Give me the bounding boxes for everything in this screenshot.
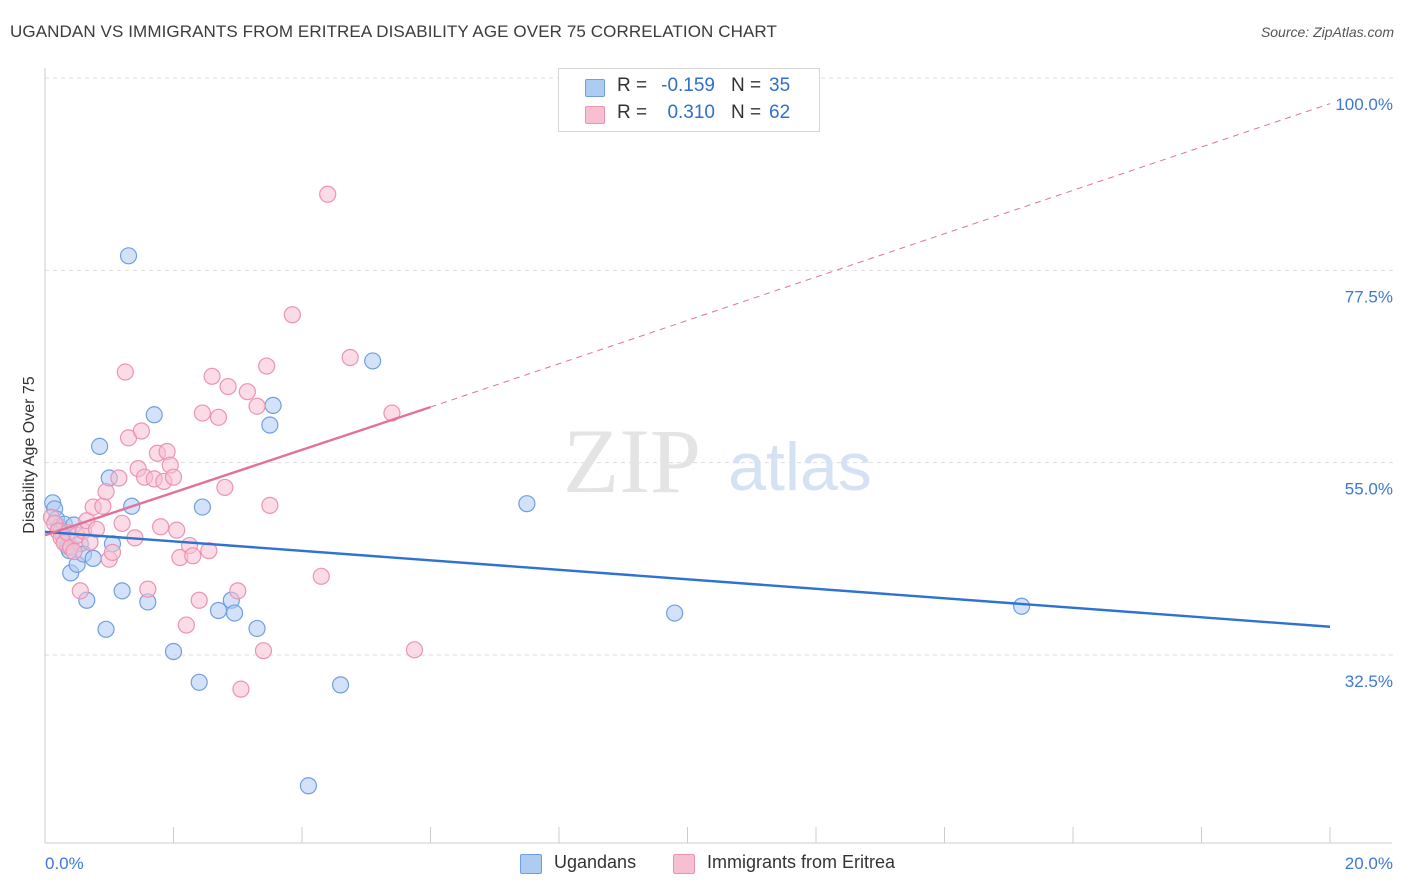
ugandans-point bbox=[84, 549, 102, 567]
eritrea-point bbox=[319, 185, 337, 203]
eritrea-point bbox=[341, 348, 359, 367]
eritrea-point bbox=[219, 377, 237, 396]
eritrea-point bbox=[209, 408, 228, 426]
bottom-legend-swatch-pink bbox=[673, 854, 695, 874]
ugandans-point bbox=[299, 777, 318, 795]
ugandans-point bbox=[91, 437, 109, 455]
ugandans-point bbox=[119, 247, 138, 265]
watermark-atlas: atlas bbox=[728, 429, 872, 505]
eritrea-trend-line bbox=[44, 405, 431, 537]
eritrea-point bbox=[254, 642, 273, 660]
eritrea-trend-line-extension bbox=[430, 103, 1331, 408]
ugandans-point bbox=[164, 642, 183, 661]
legend: R = -0.159 N = 35 R = 0.310 N = 62 bbox=[558, 68, 820, 132]
bottom-legend-label-ugandans: Ugandans bbox=[554, 852, 637, 872]
ugandans-point bbox=[97, 620, 115, 638]
eritrea-point bbox=[87, 520, 106, 538]
ugandans-point bbox=[261, 416, 279, 434]
bottom-legend: Ugandans Immigrants from Eritrea bbox=[0, 852, 1406, 876]
eritrea-point bbox=[184, 547, 202, 565]
ugandans-point bbox=[145, 406, 163, 424]
axis-layer bbox=[44, 68, 1392, 844]
ugandans-point bbox=[364, 352, 382, 370]
eritrea-point bbox=[65, 542, 83, 561]
ugandans-point bbox=[518, 495, 536, 513]
eritrea-point bbox=[97, 483, 115, 501]
ugandans-point bbox=[1012, 597, 1031, 615]
legend-r-label: R = bbox=[617, 102, 648, 123]
bottom-legend-swatch-blue bbox=[520, 854, 542, 874]
legend-n-value: 35 bbox=[769, 75, 791, 96]
watermark: ZIP atlas bbox=[563, 410, 872, 512]
eritrea-point bbox=[168, 521, 186, 539]
ugandans-point bbox=[225, 604, 244, 622]
eritrea-point bbox=[103, 543, 122, 561]
points-layer bbox=[42, 185, 1031, 795]
grid-layer bbox=[45, 77, 1395, 656]
legend-n-value: 62 bbox=[769, 102, 791, 123]
legend-row-eritrea: R = 0.310 N = 62 bbox=[559, 102, 819, 128]
y-axis-title: Disability Age Over 75 bbox=[21, 376, 38, 534]
ugandans-point bbox=[331, 676, 350, 694]
y-tick-label: 100.0% bbox=[1335, 95, 1393, 114]
eritrea-point bbox=[229, 582, 247, 600]
y-tick-label: 55.0% bbox=[1345, 480, 1393, 499]
eritrea-point bbox=[405, 641, 424, 659]
eritrea-point bbox=[312, 567, 330, 585]
legend-n-label: N = bbox=[731, 75, 762, 96]
legend-swatch-blue bbox=[585, 79, 605, 97]
eritrea-point bbox=[258, 357, 276, 375]
eritrea-point bbox=[238, 383, 256, 401]
eritrea-point bbox=[283, 306, 301, 324]
ugandans-trend-line bbox=[44, 530, 1331, 628]
eritrea-point bbox=[261, 496, 279, 514]
legend-r-value: -0.159 bbox=[661, 75, 715, 96]
y-tick-label: 77.5% bbox=[1345, 287, 1393, 306]
eritrea-point bbox=[232, 680, 250, 698]
ugandans-point bbox=[264, 396, 282, 414]
ugandans-point bbox=[113, 582, 131, 600]
ugandans-point bbox=[209, 601, 228, 620]
legend-swatch-pink bbox=[585, 106, 605, 124]
eritrea-point bbox=[139, 580, 157, 598]
legend-r-value: 0.310 bbox=[667, 102, 715, 123]
legend-n-label: N = bbox=[731, 102, 762, 123]
y-tick-label: 32.5% bbox=[1345, 672, 1393, 691]
chart-source: Source: ZipAtlas.com bbox=[1260, 24, 1394, 40]
eritrea-point bbox=[71, 582, 89, 600]
bottom-legend-label-eritrea: Immigrants from Eritrea bbox=[707, 852, 896, 872]
ugandans-point bbox=[190, 673, 208, 691]
eritrea-point bbox=[177, 616, 195, 634]
eritrea-point bbox=[94, 497, 112, 515]
eritrea-point bbox=[164, 468, 183, 486]
eritrea-point bbox=[248, 397, 266, 415]
legend-row-ugandans: R = -0.159 N = 35 bbox=[559, 75, 819, 101]
eritrea-point bbox=[110, 469, 128, 487]
eritrea-point bbox=[193, 404, 212, 422]
eritrea-point bbox=[203, 367, 221, 385]
eritrea-point bbox=[113, 514, 131, 532]
legend-r-label: R = bbox=[617, 75, 648, 96]
eritrea-point bbox=[200, 542, 218, 560]
x-tick-label: 0.0% bbox=[45, 854, 84, 873]
eritrea-point bbox=[216, 478, 234, 497]
ugandans-point bbox=[193, 498, 212, 516]
eritrea-point bbox=[116, 363, 134, 381]
ugandans-point bbox=[248, 619, 266, 638]
ugandans-point bbox=[666, 604, 684, 622]
label-layer: 32.5% 55.0% 77.5% 100.0% 0.0% 20.0% Disability… bbox=[21, 95, 1393, 873]
eritrea-point bbox=[190, 591, 208, 609]
chart-title: UGANDAN VS IMMIGRANTS FROM ERITREA DISAB… bbox=[10, 22, 777, 41]
x-tick-label: 20.0% bbox=[1345, 854, 1393, 873]
trend-layer bbox=[44, 103, 1331, 628]
eritrea-point bbox=[152, 518, 170, 536]
watermark-zip: ZIP bbox=[563, 410, 701, 512]
eritrea-point bbox=[132, 422, 150, 440]
